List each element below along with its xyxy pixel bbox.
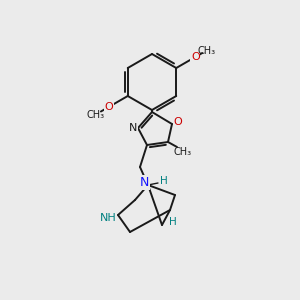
Text: CH₃: CH₃: [197, 46, 216, 56]
Text: H: H: [169, 217, 177, 227]
Text: NH: NH: [100, 213, 116, 223]
Text: H: H: [160, 176, 168, 186]
Text: N: N: [139, 176, 149, 188]
Text: CH₃: CH₃: [87, 110, 105, 119]
Text: O: O: [174, 117, 182, 127]
Text: O: O: [104, 102, 113, 112]
Text: O: O: [191, 52, 200, 62]
Text: CH₃: CH₃: [174, 147, 192, 157]
Text: N: N: [129, 123, 137, 133]
